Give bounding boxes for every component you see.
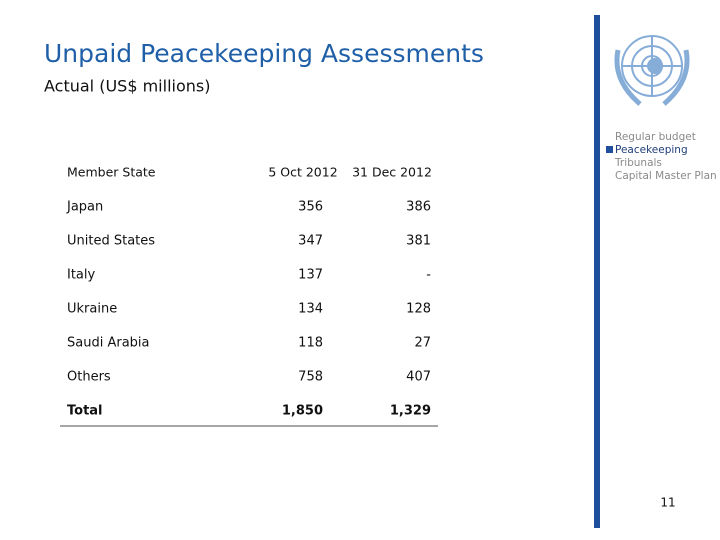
cell: Ukraine xyxy=(67,302,117,317)
column-header: 31 Dec 2012 xyxy=(352,165,432,180)
column-header: 5 Oct 2012 xyxy=(268,165,337,180)
table: Member State 5 Oct 2012 31 Dec 2012 Japan 35… xyxy=(60,165,438,427)
nav: Regular budgetPeacekeepingTribunalsCapit… xyxy=(606,131,717,182)
page-number: 11 xyxy=(660,496,675,510)
column-header: Member State xyxy=(67,165,156,180)
cell: Others xyxy=(67,370,111,385)
nav-item: Regular budget xyxy=(615,131,696,143)
nav-item: Tribunals xyxy=(614,157,662,169)
cell: 356 xyxy=(298,200,323,215)
cell: 134 xyxy=(298,302,323,317)
cell: Total xyxy=(67,404,103,419)
cell: Italy xyxy=(67,268,96,283)
cell: 386 xyxy=(406,200,431,215)
cell: Japan xyxy=(66,200,103,215)
cell: 381 xyxy=(406,234,431,249)
cell: United States xyxy=(67,234,155,249)
nav-item: Capital Master Plan xyxy=(615,170,717,182)
side-bar xyxy=(594,15,600,528)
cell: 137 xyxy=(298,268,323,283)
nav-bullet xyxy=(606,146,613,153)
cell: 407 xyxy=(406,370,431,385)
un-logo xyxy=(614,35,690,106)
cell: 758 xyxy=(298,370,323,385)
cell: 1,850 xyxy=(282,404,323,419)
cell: - xyxy=(426,268,431,283)
title: Unpaid Peacekeeping Assessments xyxy=(44,39,484,68)
cell: 1,329 xyxy=(390,404,431,419)
cell: Saudi Arabia xyxy=(67,336,150,351)
subtitle: Actual (US$ millions) xyxy=(44,77,210,96)
nav-item: Peacekeeping xyxy=(615,144,688,156)
cell: 118 xyxy=(298,336,323,351)
cell: 27 xyxy=(414,336,431,351)
cell: 128 xyxy=(406,302,431,317)
cell: 347 xyxy=(298,234,323,249)
